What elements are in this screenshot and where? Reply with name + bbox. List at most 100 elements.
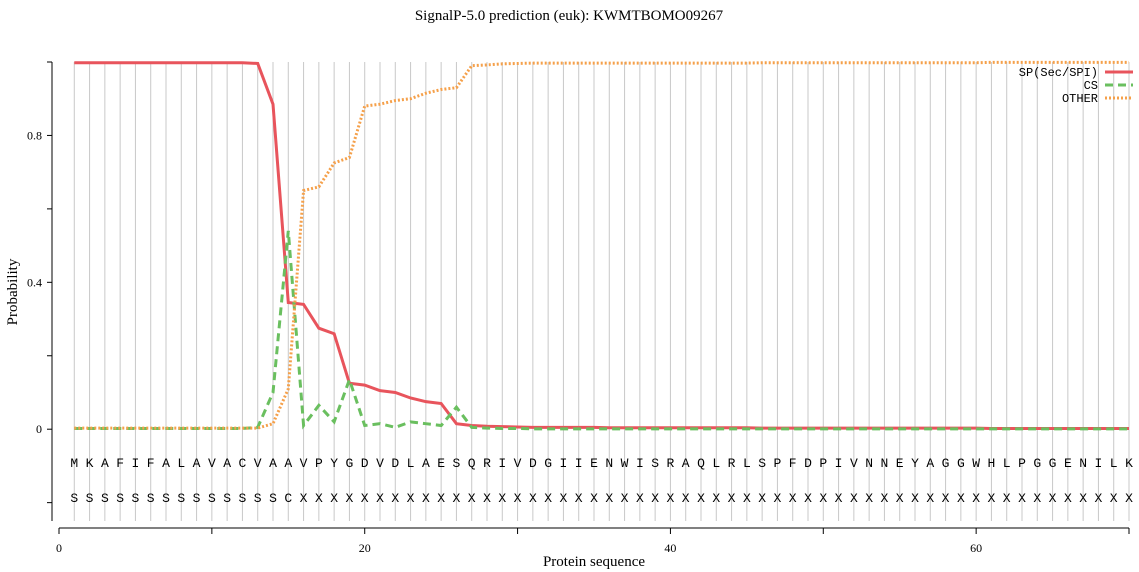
- residue: V: [208, 456, 216, 471]
- residue-label: X: [896, 491, 904, 506]
- residue: N: [1079, 456, 1087, 471]
- y-axis-label: Probability: [5, 258, 21, 325]
- residue-label: X: [346, 491, 354, 506]
- residue-label: X: [605, 491, 613, 506]
- residue: G: [957, 456, 965, 471]
- residue-label: X: [391, 491, 399, 506]
- residue: V: [514, 456, 522, 471]
- legend-label: OTHER: [1062, 92, 1098, 106]
- residue: I: [636, 456, 644, 471]
- residue-label: X: [514, 491, 522, 506]
- residue: E: [590, 456, 598, 471]
- residue-label: X: [468, 491, 476, 506]
- residue-label: X: [957, 491, 965, 506]
- residue: A: [682, 456, 690, 471]
- residue: E: [896, 456, 904, 471]
- residue-label: X: [376, 491, 384, 506]
- series-line: [74, 60, 1129, 430]
- residue-label: S: [86, 491, 94, 506]
- residue-label: S: [132, 491, 140, 506]
- residue: V: [376, 456, 384, 471]
- series-line: [74, 61, 1129, 430]
- residue-label: X: [881, 491, 889, 506]
- residue: P: [774, 456, 782, 471]
- residue-label: X: [942, 491, 950, 506]
- residue: A: [162, 456, 170, 471]
- residue-label: X: [972, 491, 980, 506]
- residue: L: [743, 456, 751, 471]
- residue: A: [926, 456, 934, 471]
- residue-label: X: [1125, 491, 1133, 506]
- residue-label: X: [590, 491, 598, 506]
- residue: A: [422, 456, 430, 471]
- residue: L: [712, 456, 720, 471]
- residue-label: X: [789, 491, 797, 506]
- residue: A: [101, 456, 109, 471]
- residue-label: X: [636, 491, 644, 506]
- x-tick-label: 20: [359, 541, 371, 555]
- residue: V: [300, 456, 308, 471]
- legend-label: CS: [1084, 79, 1098, 93]
- residue: N: [881, 456, 889, 471]
- residue-label: X: [819, 491, 827, 506]
- residue: G: [346, 456, 354, 471]
- residue-label: X: [1003, 491, 1011, 506]
- residue: D: [529, 456, 537, 471]
- residue: W: [621, 456, 629, 471]
- residue-label: S: [208, 491, 216, 506]
- residue: G: [942, 456, 950, 471]
- residue: L: [407, 456, 415, 471]
- residue: R: [728, 456, 736, 471]
- residue-label: X: [621, 491, 629, 506]
- residue: M: [70, 456, 78, 471]
- residue-label: X: [774, 491, 782, 506]
- residue: P: [819, 456, 827, 471]
- residue-label: X: [988, 491, 996, 506]
- residue-label: X: [835, 491, 843, 506]
- residue-label: X: [743, 491, 751, 506]
- residue: A: [269, 456, 277, 471]
- residue-label: X: [1110, 491, 1118, 506]
- residue-label: X: [697, 491, 705, 506]
- residue-label: X: [422, 491, 430, 506]
- residue: Q: [697, 456, 705, 471]
- residue: A: [193, 456, 201, 471]
- residue-label: X: [865, 491, 873, 506]
- residue: F: [789, 456, 797, 471]
- residue-label: X: [330, 491, 338, 506]
- y-tick-label: 0.4: [27, 275, 42, 289]
- residue: N: [605, 456, 613, 471]
- residue: G: [1033, 456, 1041, 471]
- residue-label: X: [315, 491, 323, 506]
- y-tick-label: 0: [36, 422, 42, 436]
- residue-label: X: [804, 491, 812, 506]
- residue-label: X: [453, 491, 461, 506]
- residue: A: [284, 456, 292, 471]
- residue: R: [483, 456, 491, 471]
- residue: I: [575, 456, 583, 471]
- residue: N: [865, 456, 873, 471]
- residue: E: [1064, 456, 1072, 471]
- residue: R: [667, 456, 675, 471]
- residue-label: X: [1095, 491, 1103, 506]
- residue-label: X: [1079, 491, 1087, 506]
- residue: P: [315, 456, 323, 471]
- residue-label: X: [483, 491, 491, 506]
- residue-label: C: [284, 491, 292, 506]
- residue-label: X: [651, 491, 659, 506]
- residue-label: S: [269, 491, 277, 506]
- residue-label: X: [407, 491, 415, 506]
- residue-label: X: [529, 491, 537, 506]
- x-tick-label: 40: [664, 541, 676, 555]
- chart-title: SignalP-5.0 prediction (euk): KWMTBOMO09…: [415, 8, 724, 24]
- residue-label: S: [193, 491, 201, 506]
- residue-label: X: [300, 491, 308, 506]
- residue-label: X: [926, 491, 934, 506]
- residue-label: X: [575, 491, 583, 506]
- x-axis-label: Protein sequence: [543, 554, 645, 570]
- residue: I: [498, 456, 506, 471]
- residue: F: [147, 456, 155, 471]
- residue-label: X: [544, 491, 552, 506]
- residue: S: [651, 456, 659, 471]
- residue: I: [835, 456, 843, 471]
